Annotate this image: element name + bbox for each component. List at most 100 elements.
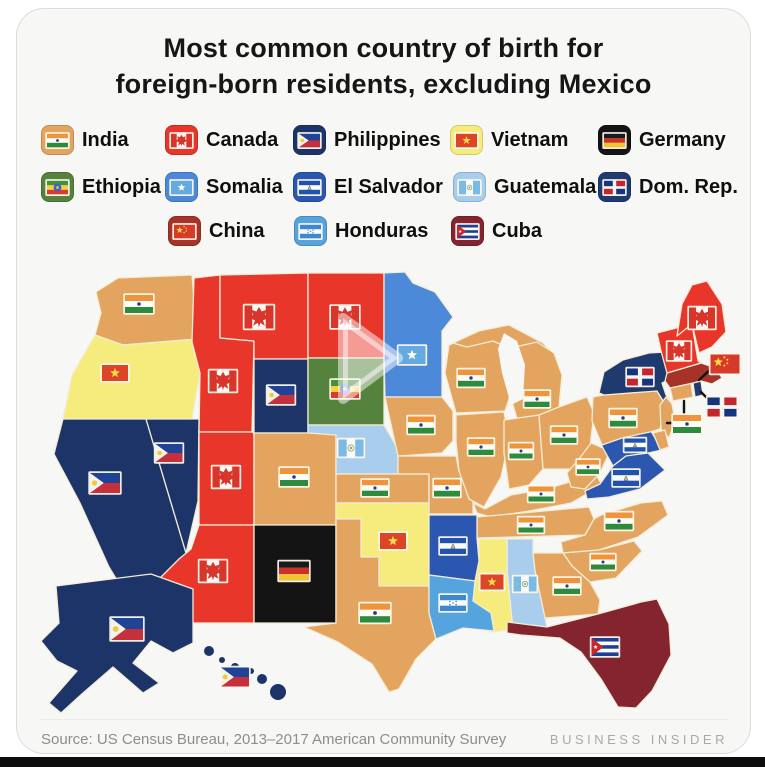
state-AK: [40, 573, 194, 714]
legend-item-el-salvador: El Salvador: [293, 171, 443, 203]
legend-item-india: India: [41, 124, 129, 156]
state-IA: [384, 396, 454, 457]
legend-label: Germany: [639, 128, 726, 151]
flag-somalia: [396, 344, 428, 366]
flag-germany: [277, 559, 311, 583]
flag-el_salvador: [297, 178, 322, 196]
guatemala-flag-swatch: [453, 172, 486, 202]
state-VA: [584, 452, 666, 500]
flag-india: [278, 466, 310, 488]
state-NY: [598, 351, 678, 405]
state-OH: [538, 396, 595, 470]
flag-india: [507, 441, 535, 461]
state-CO: [253, 432, 337, 526]
state-KS: [335, 473, 430, 504]
state-WV: [566, 442, 610, 490]
flag-ethiopia: [329, 378, 361, 400]
germany-flag-swatch: [598, 125, 631, 155]
legend-item-china: China: [168, 215, 265, 247]
legend-item-philippines: Philippines: [293, 124, 441, 156]
flag-india: [603, 510, 635, 532]
flag-philippines: [109, 616, 145, 642]
hawaii-island: [231, 663, 239, 671]
legend-item-vietnam: Vietnam: [450, 124, 568, 156]
flag-canada: [207, 368, 239, 394]
flag-cuba: [589, 636, 621, 658]
flag-honduras: [298, 222, 323, 240]
flag-philippines: [265, 384, 297, 406]
flag-india: [526, 484, 556, 504]
state-ID: [191, 274, 255, 433]
state-MN: [383, 271, 454, 398]
flag-india: [45, 131, 70, 149]
flag-india: [358, 601, 392, 625]
legend-item-ethiopia: Ethiopia: [41, 171, 161, 203]
state-UT: [198, 431, 255, 526]
hawaii-island: [257, 674, 267, 684]
philippines-flag-swatch: [293, 125, 326, 155]
legend-label: Dom. Rep.: [639, 175, 738, 198]
bottom-bar: [0, 757, 765, 767]
brand-logo: BUSINESS INSIDER: [549, 732, 728, 747]
state-CA: [53, 418, 187, 606]
state-FL: [506, 598, 672, 709]
flag-canada: [197, 558, 229, 584]
state-PA: [591, 390, 666, 446]
flag-canada: [210, 464, 242, 490]
flag-india: [522, 389, 552, 409]
flag-india: [552, 576, 582, 596]
state-NJ: [659, 396, 676, 439]
flag-vietnam: [100, 363, 130, 383]
india-flag-swatch: [41, 125, 74, 155]
legend-label: Canada: [206, 128, 279, 151]
flag-ethiopia: [45, 178, 70, 196]
flag-china: [708, 352, 742, 376]
vietnam-flag-swatch: [450, 125, 483, 155]
state-RI: [692, 380, 704, 398]
hawaii-island: [219, 657, 225, 663]
flag-canada: [329, 304, 361, 330]
hawaii-island: [248, 668, 254, 674]
state-MS: [466, 538, 514, 633]
state-CT: [669, 382, 694, 402]
legend-label: Guatemala: [494, 175, 597, 198]
flag-india: [432, 477, 462, 499]
legend-label: Ethiopia: [82, 175, 161, 198]
flag-india: [466, 437, 496, 457]
flag-guatemala: [457, 178, 482, 196]
flag-dom_rep: [625, 366, 655, 388]
state-TX: [303, 518, 437, 693]
legend-label: Vietnam: [491, 128, 569, 151]
state-IN: [503, 414, 544, 490]
canada-flag-swatch: [165, 125, 198, 155]
state-AR: [428, 514, 480, 582]
flag-guatemala: [336, 437, 366, 459]
legend-label: India: [82, 128, 129, 151]
legend-item-cuba: Cuba: [451, 215, 542, 247]
state-WY: [253, 358, 309, 434]
flag-canada: [169, 131, 194, 149]
state-SC: [562, 540, 643, 583]
flag-vietnam: [378, 531, 408, 551]
callout-line: [697, 366, 714, 382]
state-ND: [307, 272, 385, 359]
state-SD: [307, 357, 385, 426]
page-title: Most common country of birth for foreign…: [17, 9, 750, 103]
legend-label: El Salvador: [334, 175, 443, 198]
state-VTNH: [656, 323, 702, 374]
state-AZ: [151, 524, 255, 624]
flag-somalia: [169, 178, 194, 196]
state-KY: [472, 472, 603, 518]
flag-dom_rep: [602, 178, 627, 196]
flag-canada: [687, 305, 717, 331]
flag-dom_rep: [705, 395, 739, 419]
state-GA: [532, 552, 601, 619]
legend-item-guatemala: Guatemala: [453, 171, 596, 203]
flag-el_salvador: [611, 468, 641, 488]
flag-vietnam: [454, 131, 479, 149]
legend-label: Philippines: [334, 128, 441, 151]
play-button-overlay[interactable]: [338, 313, 403, 404]
lake-michigan: [498, 333, 525, 405]
flag-india: [671, 413, 703, 435]
flag-germany: [602, 131, 627, 149]
